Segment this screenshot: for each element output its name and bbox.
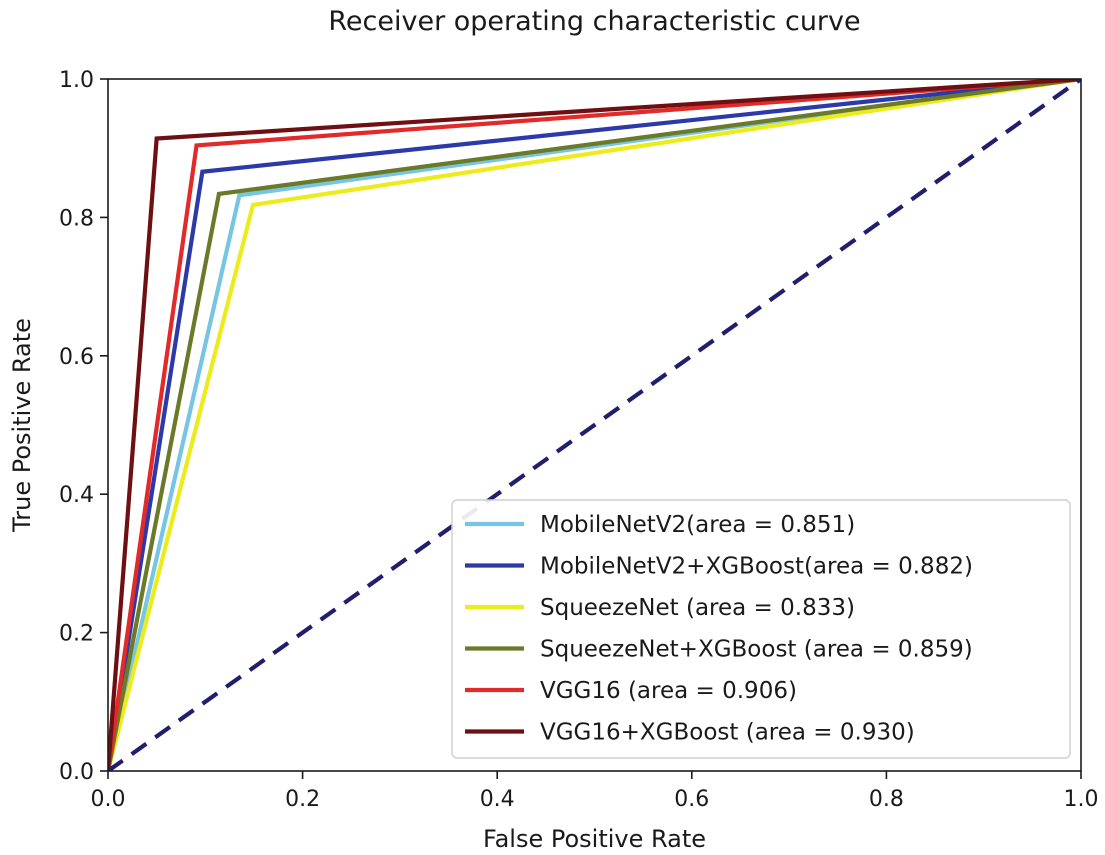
y-tick-label: 0.4 <box>59 483 94 508</box>
series-line-4 <box>108 79 1081 771</box>
y-tick-label: 1.0 <box>59 68 94 93</box>
legend-box <box>451 499 1071 759</box>
x-axis-label: False Positive Rate <box>483 825 706 853</box>
legend-entry-0: MobileNetV2(area = 0.851) <box>540 512 855 538</box>
chart-title: Receiver operating characteristic curve <box>328 6 860 37</box>
series-layer <box>108 79 1081 771</box>
x-tick-label: 0.6 <box>674 787 709 812</box>
y-axis-label: True Positive Rate <box>8 318 36 533</box>
y-tick-label: 0.6 <box>59 345 94 370</box>
x-axis-ticks: 0.0 0.2 0.4 0.6 0.8 1.0 <box>91 771 1099 812</box>
y-axis-ticks: 0.0 0.2 0.4 0.6 0.8 1.0 <box>59 68 108 785</box>
legend-entry-5: VGG16+XGBoost (area = 0.930) <box>540 720 915 746</box>
series-line-1 <box>108 79 1081 771</box>
legend-entry-3: SqueezeNet+XGBoost (area = 0.859) <box>540 637 973 663</box>
series-line-3 <box>108 79 1081 771</box>
legend: MobileNetV2(area = 0.851) MobileNetV2+XGB… <box>451 499 1071 759</box>
y-tick-label: 0.0 <box>59 760 94 785</box>
legend-entry-4: VGG16 (area = 0.906) <box>540 678 797 704</box>
legend-entry-2: SqueezeNet (area = 0.833) <box>540 595 855 621</box>
y-tick-label: 0.2 <box>59 622 94 647</box>
series-line-2 <box>108 79 1081 771</box>
x-tick-label: 1.0 <box>1064 787 1099 812</box>
series-line-5 <box>108 79 1081 771</box>
diagonal-chance-line <box>108 79 1081 771</box>
legend-entry-1: MobileNetV2+XGBoost(area = 0.882) <box>540 554 973 580</box>
y-tick-label: 0.8 <box>59 206 94 231</box>
x-tick-label: 0.4 <box>480 787 515 812</box>
x-tick-label: 0.8 <box>869 787 904 812</box>
axes-frame <box>107 78 1082 772</box>
plot-area <box>107 78 1082 772</box>
x-tick-label: 0.2 <box>285 787 320 812</box>
x-tick-label: 0.0 <box>91 787 126 812</box>
